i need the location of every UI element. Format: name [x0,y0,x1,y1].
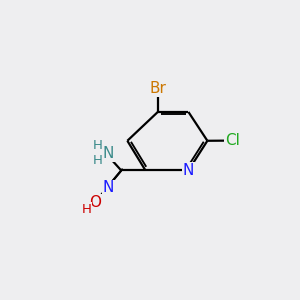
Text: N: N [102,180,114,195]
Text: H: H [92,154,102,167]
Text: H: H [82,203,92,216]
Text: Cl: Cl [225,133,239,148]
Text: N: N [102,146,114,161]
Text: Br: Br [149,81,166,96]
Text: N: N [183,163,194,178]
Text: H: H [92,139,102,152]
Text: O: O [89,195,101,210]
